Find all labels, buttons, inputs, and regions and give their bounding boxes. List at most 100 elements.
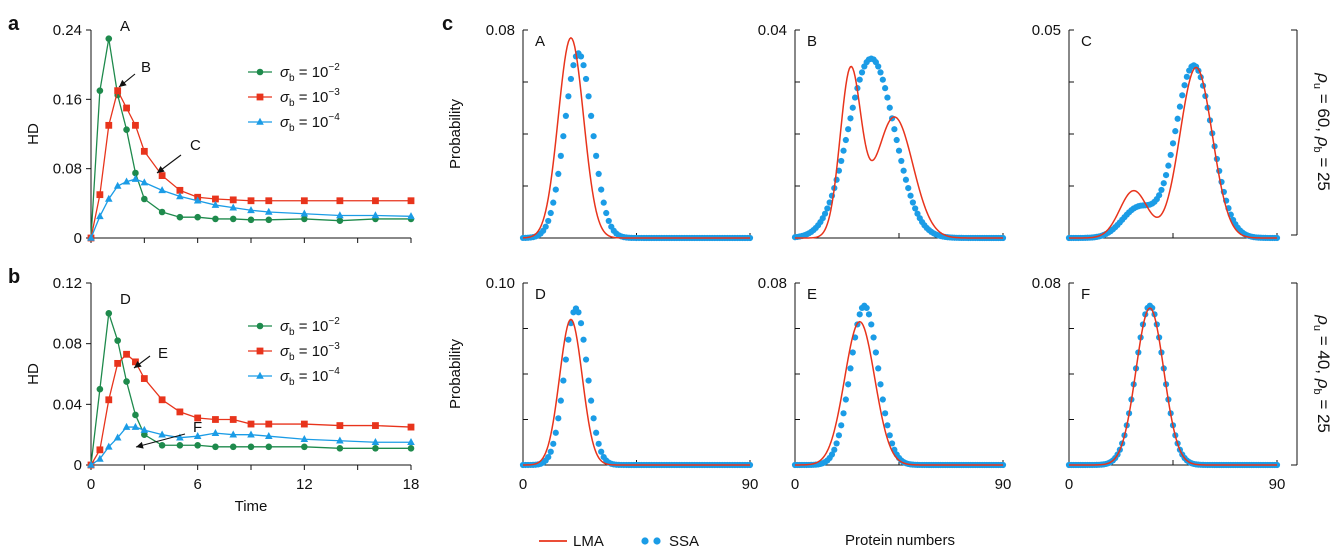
legend-label: σb = 10−2 (280, 62, 340, 84)
data-point (176, 408, 184, 416)
legend-marker (256, 322, 264, 330)
legend-ssa-marker (653, 537, 661, 545)
lma-line (794, 65, 1003, 239)
data-point (132, 358, 139, 366)
legend-sub: b (289, 327, 295, 338)
data-point (229, 416, 237, 423)
ssa-point (882, 85, 889, 92)
ssa-point (580, 62, 587, 69)
data-point (123, 378, 130, 385)
data-point (122, 177, 131, 185)
legend-sub: b (289, 377, 295, 388)
subplot-B: 0.04 B (758, 22, 1007, 242)
data-point (229, 203, 238, 211)
ssa-point (577, 53, 585, 60)
chart-c-grid: 0.08 A Probability 0.04 B 0.05 C 0 90 0.10 D Probab… (447, 22, 1285, 493)
ssa-point (598, 448, 605, 455)
data-point (372, 445, 379, 452)
data-point (407, 212, 415, 220)
data-point (372, 422, 379, 429)
legend-exp: −3 (328, 87, 340, 98)
data-point (265, 420, 273, 428)
legend-symbol: σ (280, 89, 290, 106)
data-point (212, 416, 219, 423)
ssa-point (560, 133, 567, 140)
ssa-point (585, 93, 592, 100)
data-point (211, 428, 220, 436)
data-point (229, 215, 237, 223)
data-point (105, 35, 113, 42)
ssa-point (851, 94, 859, 101)
ssa-point (598, 186, 605, 193)
legend-symbol: σ (280, 368, 290, 385)
panel-label-a: a (8, 13, 20, 35)
ssa-point (905, 185, 912, 192)
data-point (372, 197, 379, 205)
x-tick-label: 0 (519, 476, 527, 493)
data-point (336, 211, 344, 219)
data-point (247, 216, 255, 224)
legend-marker (256, 117, 264, 125)
ssa-point (856, 311, 863, 318)
ssa-point (912, 205, 919, 212)
legend-symbol: σ (280, 343, 290, 360)
data-point (407, 197, 415, 205)
ssa-point (838, 422, 845, 429)
ssa-point (882, 410, 889, 417)
subplot-label: F (1081, 286, 1090, 303)
x-tick-label: 90 (742, 476, 759, 493)
ssa-point (845, 126, 852, 133)
ssa-point (555, 415, 562, 422)
lma-line (794, 320, 1003, 466)
data-point (336, 217, 344, 224)
ssa-point (595, 170, 602, 178)
data-point (407, 423, 415, 431)
data-point (158, 396, 166, 404)
data-point (123, 350, 130, 358)
data-point (87, 460, 95, 468)
data-point (113, 181, 122, 189)
ssa-point (840, 147, 847, 154)
ssa-point (588, 112, 595, 119)
x-tick-label: 12 (296, 476, 313, 493)
data-point (265, 197, 273, 205)
ssa-point (585, 377, 592, 384)
subplot-C: 0.05 C (1032, 22, 1281, 242)
ssa-point (898, 157, 905, 165)
data-point (158, 441, 166, 449)
ssa-point (600, 199, 607, 206)
ssa-point (875, 63, 882, 70)
ssa-point (833, 440, 840, 447)
ssa-point (1183, 73, 1190, 80)
panel-label-b: b (8, 266, 20, 288)
ssa-point (902, 176, 910, 183)
y-axis-label: HD (25, 123, 42, 145)
data-point (301, 215, 308, 223)
ssa-point (565, 93, 572, 100)
data-point (113, 433, 122, 441)
y-axis-label: Probability (447, 98, 464, 169)
x-axis-label: Time (235, 498, 268, 515)
y-tick-label: 0.08 (486, 22, 515, 39)
data-point (300, 420, 308, 428)
c-xlabel: Protein numbers (845, 532, 955, 549)
ssa-point (547, 448, 554, 455)
y-tick-label: 0 (74, 457, 82, 474)
legend-exp: −2 (328, 316, 340, 327)
ssa-point (909, 199, 916, 206)
data-point (176, 433, 184, 441)
data-point (158, 172, 166, 179)
legend-eq: = 10 (295, 64, 329, 81)
series-line (90, 353, 412, 466)
ssa-point (1156, 192, 1163, 199)
data-point (114, 337, 121, 344)
data-point (300, 209, 309, 217)
legend-exp: −4 (328, 112, 340, 123)
annotation-arrowhead (136, 441, 144, 449)
data-point (131, 174, 140, 182)
data-point (407, 445, 415, 452)
lma-line (1069, 307, 1277, 466)
ssa-point (872, 349, 879, 356)
legend-label: σb = 10−4 (280, 366, 340, 388)
x-tick-label: 6 (193, 476, 201, 493)
